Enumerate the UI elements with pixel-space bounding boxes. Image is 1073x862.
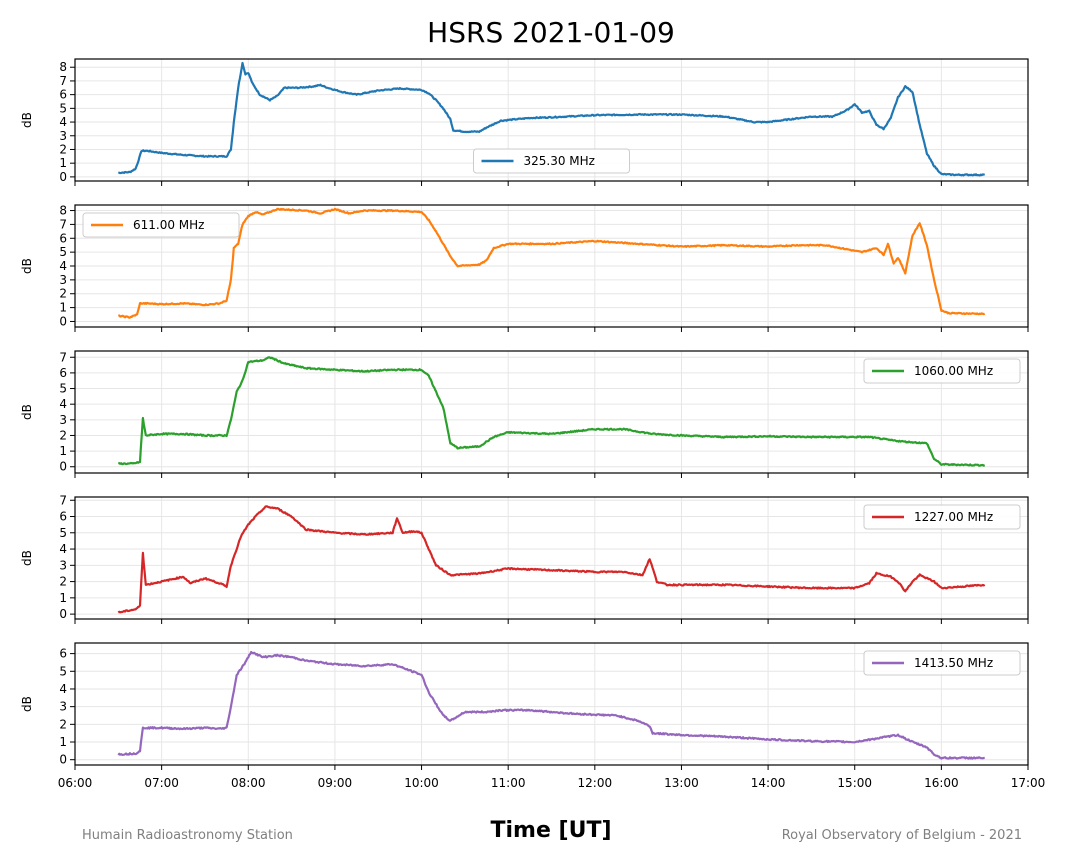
y-tick-label: 5 xyxy=(59,526,67,540)
legend-box xyxy=(863,358,1021,384)
x-tick-label: 16:00 xyxy=(924,776,959,790)
y-tick-label: 3 xyxy=(59,558,67,572)
x-tick-label: 15:00 xyxy=(837,776,872,790)
legend-label: 1227.00 MHz xyxy=(914,510,993,524)
y-tick-label: 7 xyxy=(59,350,67,364)
y-tick-label: 8 xyxy=(59,204,67,218)
footer-station: Humain Radioastronomy Station xyxy=(82,828,293,843)
legend-box xyxy=(82,212,240,238)
y-tick-label: 1 xyxy=(59,591,67,605)
legend-label: 1060.00 MHz xyxy=(914,364,993,378)
legend-box xyxy=(473,148,630,174)
y-tick-label: 7 xyxy=(59,74,67,88)
y-tick-label: 8 xyxy=(59,60,67,74)
legend: 325.30 MHz xyxy=(473,148,630,174)
panel-3: 0 1 2 3 4 5 6 7 dB 1227.00 MHz xyxy=(20,493,1029,624)
panel-frame xyxy=(74,58,1029,182)
y-tick-label: 2 xyxy=(59,717,67,731)
legend-label: 611.00 MHz xyxy=(133,218,204,232)
y-tick-label: 0 xyxy=(59,314,67,328)
legend: 1413.50 MHz xyxy=(863,650,1021,676)
y-tick-label: 6 xyxy=(59,366,67,380)
y-tick-label: 7 xyxy=(59,493,67,507)
x-axis-label: Time [UT] xyxy=(490,818,611,843)
y-tick-label: 0 xyxy=(59,607,67,621)
x-tick-label: 11:00 xyxy=(491,776,526,790)
legend-box xyxy=(863,650,1021,676)
y-tick-label: 1 xyxy=(59,301,67,315)
y-tick-label: 3 xyxy=(59,700,67,714)
x-tick-label: 08:00 xyxy=(231,776,266,790)
series-line xyxy=(117,505,986,614)
x-tick-label: 07:00 xyxy=(144,776,179,790)
x-tick-label: 12:00 xyxy=(578,776,613,790)
y-tick-label: 6 xyxy=(59,88,67,102)
y-tick-label: 4 xyxy=(59,682,67,696)
y-tick-label: 6 xyxy=(59,510,67,524)
y-axis-label: dB xyxy=(20,112,34,128)
y-tick-label: 6 xyxy=(59,647,67,661)
panel-frame xyxy=(74,350,1029,474)
chart-title: HSRS 2021-01-09 xyxy=(427,16,675,49)
y-tick-label: 5 xyxy=(59,101,67,115)
y-tick-label: 5 xyxy=(59,382,67,396)
series-line xyxy=(117,207,986,319)
y-axis-label: dB xyxy=(20,404,34,420)
y-tick-label: 1 xyxy=(59,735,67,749)
y-tick-label: 5 xyxy=(59,245,67,259)
series-line xyxy=(117,650,985,760)
y-tick-label: 3 xyxy=(59,273,67,287)
y-axis-label: dB xyxy=(20,696,34,712)
legend-label: 325.30 MHz xyxy=(524,154,595,168)
y-tick-label: 0 xyxy=(59,170,67,184)
y-tick-label: 0 xyxy=(59,753,67,767)
panel-frame xyxy=(74,496,1029,620)
panel-4: 0 1 2 3 4 5 6 dB 1413.50 MHz 06:00 07:00 08:00 09:00… xyxy=(20,642,1046,790)
x-tick-label: 17:00 xyxy=(1011,776,1046,790)
y-axis-label: dB xyxy=(20,550,34,566)
y-tick-label: 2 xyxy=(59,575,67,589)
series-line xyxy=(118,356,986,467)
y-tick-label: 2 xyxy=(59,428,67,442)
x-tick-label: 10:00 xyxy=(404,776,439,790)
legend-label: 1413.50 MHz xyxy=(914,656,993,670)
y-tick-label: 6 xyxy=(59,231,67,245)
x-tick-label: 09:00 xyxy=(318,776,353,790)
y-tick-label: 1 xyxy=(59,156,67,170)
y-tick-label: 4 xyxy=(59,259,67,273)
y-tick-label: 3 xyxy=(59,129,67,143)
legend: 1227.00 MHz xyxy=(863,504,1021,530)
y-tick-label: 1 xyxy=(59,444,67,458)
series-line xyxy=(118,61,986,177)
x-tick-label: 06:00 xyxy=(58,776,93,790)
legend: 1060.00 MHz xyxy=(863,358,1021,384)
y-tick-label: 2 xyxy=(59,287,67,301)
legend: 611.00 MHz xyxy=(82,212,240,238)
x-tick-label: 13:00 xyxy=(664,776,699,790)
footer-observatory: Royal Observatory of Belgium - 2021 xyxy=(782,828,1022,843)
x-tick-label: 14:00 xyxy=(751,776,786,790)
y-tick-label: 0 xyxy=(59,460,67,474)
y-tick-label: 4 xyxy=(59,397,67,411)
y-tick-label: 4 xyxy=(59,115,67,129)
y-tick-label: 5 xyxy=(59,664,67,678)
panel-frame xyxy=(74,642,1029,766)
y-tick-label: 2 xyxy=(59,142,67,156)
y-tick-label: 7 xyxy=(59,217,67,231)
y-tick-label: 3 xyxy=(59,413,67,427)
y-tick-label: 4 xyxy=(59,542,67,556)
legend-box xyxy=(863,504,1021,530)
y-axis-label: dB xyxy=(20,258,34,274)
